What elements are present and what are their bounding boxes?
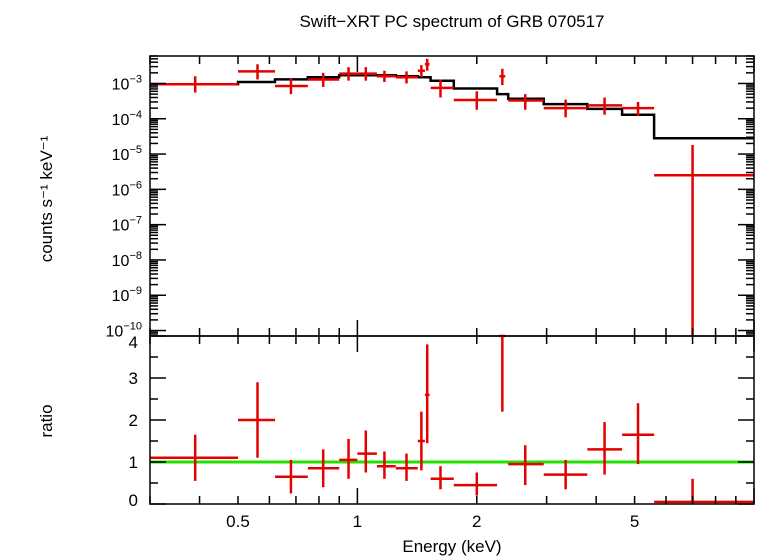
model-step-layer bbox=[150, 74, 754, 140]
spectrum-y-tick-label: 10−9 bbox=[112, 285, 142, 305]
spectrum-point-4 bbox=[307, 72, 340, 87]
ratio-panel: 0 1 2 3 4 0.5 1 2 5 ratio Energy (keV) bbox=[37, 333, 755, 556]
ratio-point-2 bbox=[237, 382, 276, 458]
ratio-point-1 bbox=[150, 434, 238, 481]
spectrum-point-5 bbox=[339, 67, 358, 81]
spectrum-y-tick-label: 10−10 bbox=[106, 321, 142, 341]
ratio-point-3 bbox=[275, 459, 308, 494]
spectrum-point-18 bbox=[654, 145, 754, 336]
spectrum-panel: 10−3 10−4 10−5 10−6 10−7 10−8 10−9 10−10 counts… bbox=[37, 55, 755, 341]
spectrum-y-tick-label: 10−7 bbox=[112, 215, 142, 235]
spectrum-y-tick-label: 10−6 bbox=[112, 179, 142, 199]
spectrum-y-tick-label: 10−3 bbox=[112, 73, 142, 93]
spectrum-point-7 bbox=[376, 70, 396, 83]
ratio-y-tick-label: 3 bbox=[129, 369, 138, 388]
spectrum-point-14 bbox=[508, 94, 544, 110]
ratio-y-tick-label: 0 bbox=[129, 491, 138, 510]
x-tick-label: 2 bbox=[472, 512, 481, 531]
ratio-point-11 bbox=[430, 466, 454, 490]
spectrum-point-13 bbox=[499, 68, 506, 86]
ratio-point-18 bbox=[654, 478, 754, 504]
spectrum-data-layer bbox=[150, 58, 754, 336]
spectrum-point-17 bbox=[622, 101, 655, 116]
x-axis-label: Energy (keV) bbox=[402, 537, 501, 556]
ratio-point-12 bbox=[453, 472, 498, 496]
ratio-y-tick-labels: 0 1 2 3 4 bbox=[129, 333, 138, 510]
ratio-point-7 bbox=[376, 451, 396, 479]
ratio-point-5 bbox=[339, 438, 358, 479]
spectrum-point-15 bbox=[543, 99, 588, 118]
ratio-point-15 bbox=[543, 459, 588, 490]
spectrum-plot-frame bbox=[149, 55, 755, 337]
ratio-point-16 bbox=[587, 422, 623, 475]
spectrum-y-axis-label: counts s⁻¹ keV⁻¹ bbox=[37, 135, 56, 262]
model-step-line bbox=[150, 74, 754, 140]
ratio-ticks bbox=[149, 335, 755, 505]
ratio-y-axis-label: ratio bbox=[37, 404, 56, 437]
ratio-point-9 bbox=[417, 411, 425, 471]
spectrum-point-12 bbox=[453, 91, 498, 110]
spectrum-y-tick-label: 10−4 bbox=[112, 109, 142, 129]
x-tick-label: 1 bbox=[353, 512, 362, 531]
ratio-point-17 bbox=[622, 403, 655, 465]
ratio-data-layer bbox=[150, 334, 754, 504]
spectrum-point-1 bbox=[150, 76, 238, 93]
ratio-point-6 bbox=[357, 430, 377, 473]
ratio-point-4 bbox=[307, 449, 340, 488]
spectrum-point-3 bbox=[275, 78, 308, 95]
ratio-point-13 bbox=[499, 334, 506, 412]
ratio-y-tick-label: 1 bbox=[129, 453, 138, 472]
spectrum-point-9 bbox=[417, 65, 425, 78]
spectrum-y-tick-labels: 10−3 10−4 10−5 10−6 10−7 10−8 10−9 10−10 bbox=[106, 73, 142, 340]
spectrum-point-8 bbox=[395, 71, 418, 84]
spectrum-ticks bbox=[149, 55, 755, 336]
spectrum-point-6 bbox=[357, 67, 377, 81]
x-tick-label: 0.5 bbox=[226, 512, 250, 531]
x-tick-labels: 0.5 1 2 5 bbox=[226, 512, 639, 531]
spectrum-point-10 bbox=[424, 58, 430, 71]
ratio-y-tick-label: 2 bbox=[129, 411, 138, 430]
spectrum-point-2 bbox=[237, 64, 276, 80]
x-tick-label: 5 bbox=[630, 512, 639, 531]
ratio-point-10 bbox=[424, 344, 430, 444]
ratio-y-tick-label: 4 bbox=[129, 333, 138, 352]
chart-title: Swift−XRT PC spectrum of GRB 070517 bbox=[299, 12, 604, 31]
spectrum-point-16 bbox=[587, 97, 623, 115]
spectrum-y-tick-label: 10−8 bbox=[112, 250, 142, 270]
ratio-point-14 bbox=[508, 445, 544, 486]
spectrum-y-tick-label: 10−5 bbox=[112, 144, 142, 164]
spectrum-point-11 bbox=[430, 79, 454, 98]
ratio-point-8 bbox=[395, 453, 418, 481]
